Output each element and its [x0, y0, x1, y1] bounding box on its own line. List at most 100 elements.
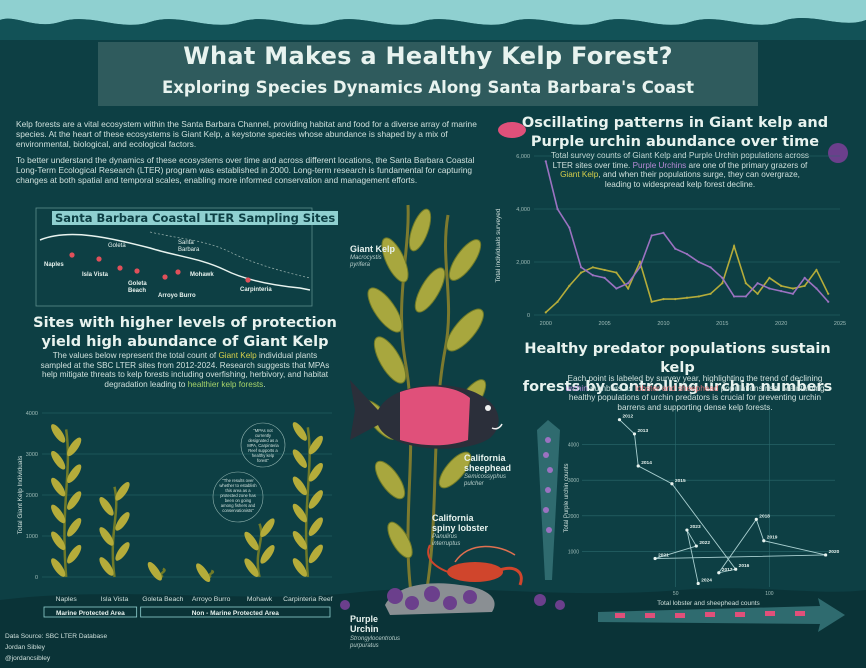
credit-handle: @jordancsibley [5, 655, 51, 662]
scatter-point [762, 539, 766, 543]
group-box-mpa [43, 606, 138, 618]
predator-urchin-scatter: 1000 2000 3000 4000 50 100 Total Purple urchin… [564, 409, 840, 607]
kelp-xtick-label: Arroyo Burro [192, 596, 231, 603]
map-site-naples: Naples [44, 262, 64, 268]
map-title: Santa Barbara Coastal LTER Sampling Site… [52, 211, 339, 225]
scatter-point-label: 2015 [675, 478, 686, 484]
scatter-point [824, 553, 828, 557]
scatter-point [734, 567, 738, 571]
oscillating-title: Oscillating patterns in Giant kelp and P… [521, 115, 829, 150]
label-urchin-sci: Strongylocentrotus purpuratus [350, 636, 401, 649]
scatter-ylabel: Total Purple urchin counts [564, 463, 570, 532]
label-lobster-sci: Panulirus interruptus [432, 534, 461, 547]
title-box [98, 42, 758, 106]
lobster-illustration [427, 544, 523, 586]
kelp-bar [244, 518, 275, 578]
scatter-ytick-label: 4000 [568, 443, 579, 449]
scatter-point-label: 2013 [637, 428, 648, 434]
line-point [756, 292, 759, 295]
line-point [662, 231, 665, 234]
line-point [827, 300, 830, 303]
line-point [732, 245, 736, 248]
scatter-xtick-label: 50 [673, 591, 679, 597]
line-point [615, 271, 618, 274]
label-giant-kelp: Giant Kelp [350, 244, 396, 254]
line-point [768, 287, 771, 290]
line-point [615, 287, 618, 290]
line-xtick-label: 2005 [598, 321, 610, 327]
scatter-xtick-label: 100 [765, 591, 774, 597]
kelp-bar [292, 422, 323, 578]
line-point [638, 260, 642, 264]
line-point [650, 300, 653, 303]
kelp-bar [147, 561, 166, 581]
kelp-ytick-label: 0 [35, 575, 38, 581]
intro-paragraph-2: To better understand the dynamics of the… [16, 155, 475, 185]
line-point [544, 311, 547, 314]
scatter-point [754, 517, 758, 521]
kelp-bar [99, 482, 130, 578]
map-site-markers [69, 252, 251, 283]
scatter-path [619, 419, 826, 584]
line-point [721, 282, 724, 285]
scatter-point [685, 528, 689, 532]
line-point [674, 247, 677, 250]
line-point [650, 234, 653, 237]
line-point [603, 276, 606, 279]
group-label-non-mpa: Non - Marine Protected Area [192, 610, 280, 617]
scatter-point [636, 464, 640, 468]
scatter-point [670, 482, 674, 486]
kelp-xtick-label: Isla Vista [101, 596, 129, 603]
kelp-ytick-label: 2000 [26, 493, 38, 499]
line-point [791, 292, 795, 295]
line-point [768, 276, 771, 279]
line-point [756, 282, 759, 285]
predator-description: Each point is labeled by survey year, hi… [565, 374, 825, 412]
line-point [662, 298, 665, 301]
sheephead-illustration [350, 380, 503, 449]
page-title: What Makes a Healthy Kelp Forest? [183, 42, 673, 70]
scatter-point [617, 418, 622, 422]
kelp-urchin-line-chart: 0 2,000 4,000 6,000 2000 2005 2010 2015 2020 2025… [495, 154, 846, 327]
line-point [697, 295, 700, 298]
line-point [603, 268, 606, 272]
map-site-carpinteria: Carpinteria [240, 287, 272, 293]
line-ytick-label: 0 [527, 313, 530, 319]
kelp-bar [196, 563, 215, 582]
line-point [627, 282, 630, 285]
kelp-ytick-label: 3000 [26, 452, 38, 458]
scatter-point-label: 2016 [739, 563, 750, 569]
scatter-point-label: 2023 [690, 524, 701, 530]
series-line-giant-kelp [545, 243, 829, 313]
protection-description: The values below represent the total cou… [40, 351, 330, 389]
scatter-point [696, 581, 700, 586]
line-point [544, 160, 547, 163]
credit-source: Data Source: SBC LTER Database [5, 633, 108, 640]
line-point [697, 260, 700, 264]
map-site-mohawk: Mohawk [190, 272, 214, 278]
note-carpinteria-bubble [240, 422, 286, 468]
line-point [638, 266, 642, 269]
line-point [674, 298, 677, 301]
scatter-point-label: 2014 [641, 460, 652, 466]
series-line-purple-urchin [544, 161, 829, 303]
protection-title: Sites with higher levels of protection y… [33, 315, 337, 350]
line-xtick-label: 2025 [834, 321, 846, 327]
map-place-goleta: Goleta [108, 243, 126, 249]
line-point [732, 295, 736, 298]
scatter-point [632, 432, 637, 436]
line-xtick-label: 2000 [540, 321, 552, 327]
line-point [556, 207, 559, 211]
label-urchin: Purple Urchin [350, 614, 379, 634]
map-site-isla-vista: Isla Vista [82, 272, 108, 278]
label-sheephead-sci: Semicossyphus pulcher [464, 474, 507, 487]
label-giant-kelp-sci: Macrocystis pyrifera [350, 255, 382, 268]
scatter-point-label: 2020 [829, 549, 840, 555]
line-point [780, 290, 783, 293]
scatter-point-label: 2017 [722, 567, 733, 573]
scatter-point [653, 556, 657, 561]
group-box-non-mpa [140, 606, 331, 618]
scatter-point-label: 2018 [759, 513, 770, 519]
line-point [591, 266, 594, 269]
line-point [579, 271, 583, 274]
